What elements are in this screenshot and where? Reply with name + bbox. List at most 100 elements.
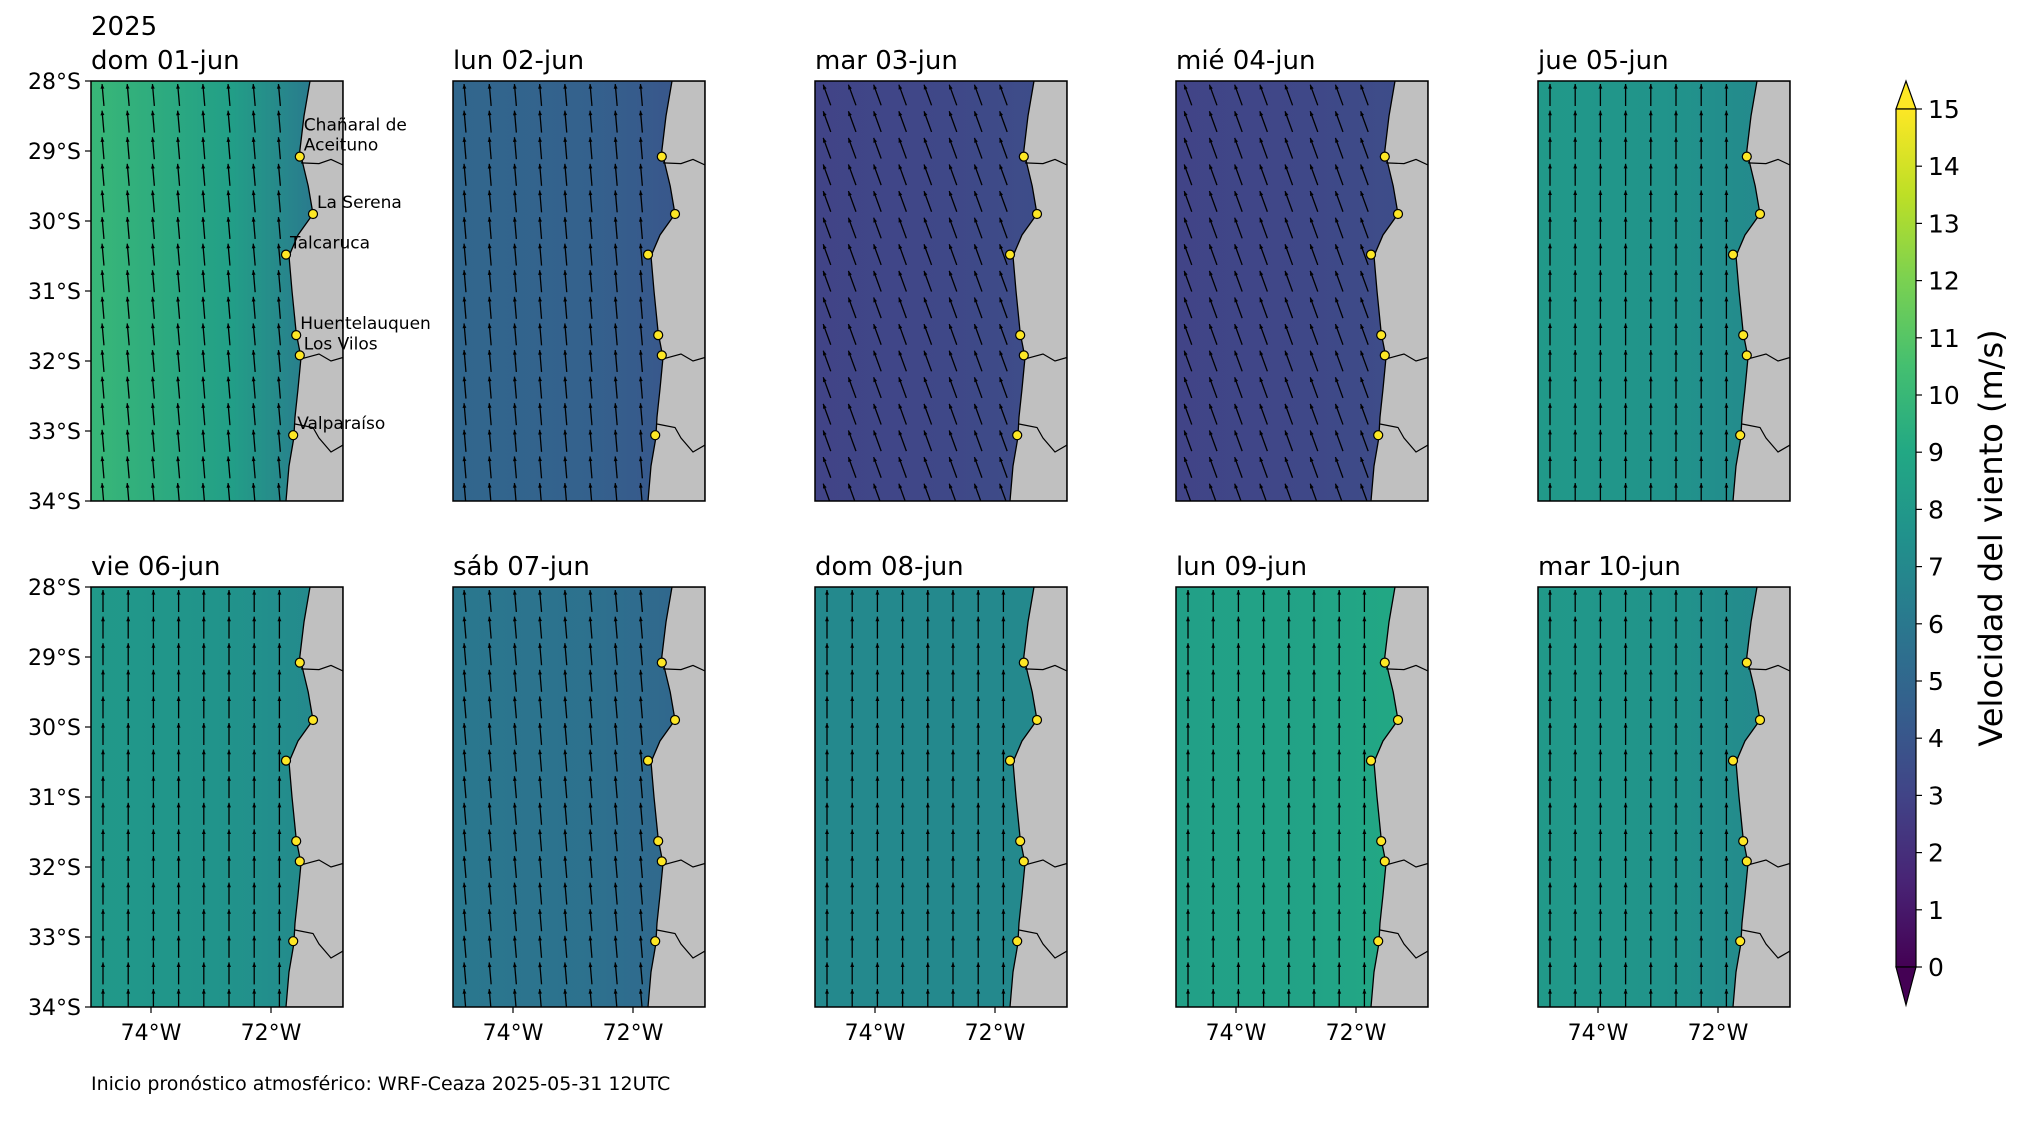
wind-arrow-head bbox=[252, 669, 257, 675]
wind-arrow-head bbox=[1335, 297, 1339, 303]
wind-arrow-head bbox=[277, 829, 282, 835]
wind-arrow-head bbox=[227, 856, 231, 861]
wind-arrows bbox=[101, 590, 282, 1007]
wind-arrow-head bbox=[1648, 270, 1653, 275]
wind-arrow-head bbox=[948, 483, 953, 489]
wind-arrow-head bbox=[900, 882, 905, 888]
wind-arrow-head bbox=[1259, 164, 1264, 170]
wind-arrow-head bbox=[1699, 483, 1704, 488]
wind-arrow-head bbox=[487, 935, 492, 941]
wind-arrow-head bbox=[1236, 989, 1241, 994]
wind-arrow-head bbox=[900, 856, 905, 861]
wind-arrow-head bbox=[951, 616, 955, 622]
lon-tick-label: 74°W bbox=[121, 1021, 182, 1046]
wind-arrow-head bbox=[251, 137, 256, 142]
wind-arrow-head bbox=[875, 590, 880, 595]
wind-arrow-head bbox=[1286, 882, 1291, 888]
wind-arrow-head bbox=[588, 643, 593, 648]
wind-arrow-head bbox=[1286, 643, 1291, 648]
map-panel: lun 02-jun bbox=[452, 46, 706, 502]
wind-arrow-head bbox=[201, 84, 206, 89]
wind-arrow-head bbox=[1362, 909, 1367, 914]
wind-arrow-head bbox=[252, 935, 257, 941]
wind-arrow-head bbox=[563, 829, 568, 835]
region-border bbox=[1379, 423, 1428, 453]
wind-arrow-head bbox=[1259, 324, 1264, 330]
wind-arrow-head bbox=[1186, 829, 1190, 835]
wind-arrow-head bbox=[1573, 909, 1578, 914]
wind-arrow-head bbox=[1186, 643, 1190, 648]
wind-arrow-head bbox=[150, 350, 155, 355]
wind-arrow-head bbox=[1648, 243, 1653, 249]
wind-arrow-head bbox=[1312, 749, 1316, 755]
wind-arrow-head bbox=[1335, 483, 1339, 489]
wind-arrow-head bbox=[1186, 590, 1190, 595]
wind-arrow-head bbox=[948, 457, 953, 463]
wind-arrow-head bbox=[512, 296, 517, 302]
wind-arrow-head bbox=[1183, 164, 1188, 170]
wind-arrow-head bbox=[201, 243, 206, 249]
wind-arrow-head bbox=[850, 989, 855, 994]
wind-arrow-head bbox=[1335, 84, 1339, 90]
wind-arrow-head bbox=[1598, 350, 1603, 355]
wind-arrow-head bbox=[1573, 669, 1578, 675]
wind-arrow-head bbox=[151, 590, 156, 595]
lat-tick-label: 30°S bbox=[28, 716, 81, 741]
wind-arrow-head bbox=[1186, 856, 1190, 861]
location-marker bbox=[1727, 755, 1739, 766]
wind-arrow-head bbox=[125, 483, 130, 488]
wind-arrow-head bbox=[1674, 802, 1678, 808]
wind-arrow-head bbox=[1183, 244, 1188, 250]
wind-arrow-head bbox=[1598, 483, 1603, 488]
wind-arrow-head bbox=[948, 164, 953, 170]
wind-arrow-head bbox=[848, 457, 852, 463]
colorbar-tick-label: 5 bbox=[1928, 667, 1944, 696]
wind-arrow-head bbox=[613, 429, 618, 435]
wind-arrow-head bbox=[1186, 749, 1190, 755]
location-marker bbox=[307, 208, 319, 220]
wind-arrow-head bbox=[1360, 457, 1365, 463]
wind-arrow-head bbox=[126, 909, 131, 914]
wind-arrow-head bbox=[1211, 643, 1216, 648]
wind-arrow-head bbox=[563, 776, 568, 781]
wind-arrow-head bbox=[1186, 909, 1190, 914]
panel-frame bbox=[452, 80, 706, 502]
wind-arrow-head bbox=[462, 909, 467, 914]
wind-arrow-head bbox=[201, 137, 206, 142]
wind-arrow-head bbox=[1573, 802, 1578, 808]
wind-arrow-head bbox=[1573, 696, 1578, 702]
wind-arrow-head bbox=[1724, 962, 1729, 968]
wind-arrow-head bbox=[251, 296, 256, 302]
wind-arrow-head bbox=[176, 217, 180, 222]
wind-arrow-head bbox=[176, 323, 180, 329]
wind-arrow-head bbox=[638, 590, 643, 595]
wind-arrow-head bbox=[923, 217, 928, 223]
wind-arrow-head bbox=[873, 324, 878, 330]
wind-arrow-head bbox=[1284, 377, 1289, 383]
wind-arrow-head bbox=[1648, 110, 1653, 116]
location-marker bbox=[1727, 249, 1739, 260]
wind-arrow-head bbox=[976, 590, 981, 595]
wind-arrow-head bbox=[101, 802, 105, 808]
wind-arrow-head bbox=[875, 802, 880, 808]
wind-arrow-head bbox=[100, 270, 105, 275]
wind-arrow-head bbox=[1548, 616, 1552, 622]
wind-arrow-head bbox=[1209, 377, 1213, 383]
wind-arrow-head bbox=[948, 297, 953, 303]
wind-arrow-head bbox=[875, 909, 880, 914]
wind-arrow-head bbox=[613, 163, 618, 169]
wind-arrow-head bbox=[150, 217, 155, 222]
wind-arrow-head bbox=[1337, 856, 1342, 861]
wind-arrow-head bbox=[1573, 776, 1578, 781]
wind-arrow-head bbox=[276, 163, 281, 169]
wind-arrow-head bbox=[974, 244, 978, 250]
wind-arrow-head bbox=[976, 749, 981, 755]
map-panel: mié 04-jun bbox=[1175, 46, 1429, 502]
wind-arrow-head bbox=[1186, 696, 1190, 702]
wind-arrow-head bbox=[1337, 616, 1342, 622]
wind-arrow-head bbox=[151, 882, 156, 888]
region-border bbox=[1385, 353, 1428, 362]
map-panel: mar 10-jun 74°W 72°W bbox=[1537, 552, 1791, 1046]
wind-arrow-head bbox=[538, 829, 542, 835]
wind-arrow-head bbox=[588, 403, 593, 408]
